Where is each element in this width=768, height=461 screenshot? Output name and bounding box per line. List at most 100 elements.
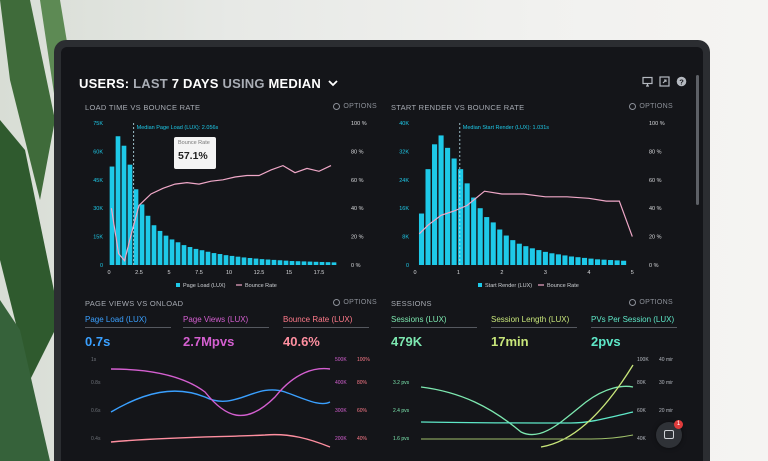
bar (127, 164, 133, 265)
y-right-tick-label: 40 % (649, 206, 662, 212)
sessions-panel: SESSIONS OPTIONS Sessions (LUX) 479K Ses… (391, 299, 677, 459)
monitor-icon[interactable] (642, 76, 653, 87)
bar (555, 254, 561, 265)
svg-text:80K: 80K (637, 380, 647, 386)
bar (432, 144, 438, 265)
metric-sessions[interactable]: Sessions (LUX) 479K (391, 315, 477, 349)
metric-label: Sessions (LUX) (391, 315, 447, 324)
bar (575, 257, 581, 265)
help-icon[interactable]: ? (676, 76, 687, 87)
bar (536, 250, 542, 265)
bar (283, 260, 289, 265)
bar (325, 262, 331, 265)
y-right-tick-label: 0 % (649, 263, 659, 269)
x-tick-label: 7.5 (195, 270, 203, 276)
divider (183, 327, 269, 328)
series-line (110, 164, 332, 262)
bar (211, 253, 217, 265)
x-tick-label: 3 (544, 270, 547, 276)
bar (319, 261, 325, 265)
options-label: OPTIONS (639, 103, 673, 110)
bar (115, 136, 121, 265)
scrollbar[interactable] (696, 75, 699, 205)
svg-text:?: ? (679, 77, 684, 86)
metric-value: 2.7Mpvs (183, 334, 235, 349)
options-button[interactable]: OPTIONS (333, 299, 377, 306)
dashboard-header[interactable]: USERS: LAST 7 DAYS USING MEDIAN (79, 73, 339, 93)
top-toolbar: ? (642, 76, 687, 87)
metric-label: Page Load (LUX) (85, 315, 147, 324)
metric-page-views[interactable]: Page Views (LUX) 2.7Mpvs (183, 315, 269, 349)
bar (549, 253, 555, 265)
bar (199, 250, 205, 265)
expand-icon[interactable] (659, 76, 670, 87)
options-button[interactable]: OPTIONS (629, 103, 673, 110)
bar (471, 197, 477, 265)
bar (187, 247, 193, 265)
bar (133, 189, 139, 265)
svg-text:80%: 80% (357, 380, 368, 386)
bar (175, 242, 181, 265)
bar (193, 248, 199, 265)
divider (283, 327, 369, 328)
svg-text:400K: 400K (335, 380, 347, 386)
panel-title: PAGE VIEWS VS ONLOAD (85, 299, 184, 308)
dashboard-screen: USERS: LAST 7 DAYS USING MEDIAN ? (61, 47, 703, 461)
options-label: OPTIONS (343, 299, 377, 306)
x-tick-label: 5 (631, 270, 634, 276)
chat-button[interactable]: 1 (656, 420, 683, 448)
bar (608, 260, 614, 265)
header-prefix: USERS: (79, 75, 130, 91)
x-tick-label: 1 (457, 270, 460, 276)
svg-text:200K: 200K (335, 436, 347, 442)
metric-pvs-per-session[interactable]: PVs Per Session (LUX) 2pvs (591, 315, 677, 349)
bar (477, 208, 483, 265)
bar (307, 261, 313, 265)
bar (151, 225, 157, 265)
metric-label: Page Views (LUX) (183, 315, 249, 324)
bar (271, 259, 277, 265)
svg-text:40K: 40K (637, 436, 647, 442)
x-tick-label: 4 (587, 270, 590, 276)
legend-label-bars: Start Render (LUX) (485, 283, 532, 289)
bar (445, 147, 451, 265)
metric-value: 0.7s (85, 334, 111, 349)
options-button[interactable]: OPTIONS (333, 103, 377, 110)
metric-bounce-rate[interactable]: Bounce Rate (LUX) 40.6% (283, 315, 369, 349)
chat-icon (664, 430, 674, 439)
x-tick-label: 5 (167, 270, 170, 276)
svg-text:0.8s: 0.8s (91, 380, 101, 386)
y-right-tick-label: 60 % (351, 178, 364, 184)
metric-session-length[interactable]: Session Length (LUX) 17min (491, 315, 577, 349)
gear-icon (629, 299, 637, 306)
bar (169, 239, 175, 265)
metric-label: Session Length (LUX) (491, 315, 570, 324)
x-tick-label: 2 (500, 270, 503, 276)
svg-text:0.4s: 0.4s (91, 436, 101, 442)
start-render-chart: 0 8K 16K 24K 32K 40K 0 % 20 % 40 % 60 % 80 % 100 % M… (399, 121, 665, 289)
y-right-tick-label: 80 % (649, 149, 662, 155)
svg-text:30 min: 30 min (659, 380, 673, 386)
bar (253, 258, 259, 265)
bar (157, 230, 163, 265)
gear-icon (333, 103, 341, 110)
bar (331, 262, 337, 265)
bar (121, 145, 127, 265)
options-button[interactable]: OPTIONS (629, 299, 673, 306)
y-left-tick-label: 8K (402, 235, 409, 241)
metric-page-load[interactable]: Page Load (LUX) 0.7s (85, 315, 171, 349)
bar (277, 260, 283, 265)
chevron-down-icon[interactable] (327, 77, 339, 89)
svg-text:0.6s: 0.6s (91, 408, 101, 414)
svg-text:40%: 40% (357, 436, 368, 442)
bar (588, 258, 594, 265)
page-views-chart: 1s 0.8s 0.6s 0.4s 500K 400K 300K 200K 10… (91, 357, 370, 448)
y-right-tick-label: 40 % (351, 206, 364, 212)
start-render-panel: START RENDER VS BOUNCE RATE OPTIONS 0 8K 1… (391, 103, 673, 293)
page-views-panel: PAGE VIEWS VS ONLOAD OPTIONS Page Load (… (85, 299, 377, 459)
bar (438, 135, 444, 265)
options-label: OPTIONS (343, 103, 377, 110)
bar (301, 261, 307, 265)
bar (241, 257, 247, 265)
bar (594, 259, 601, 265)
